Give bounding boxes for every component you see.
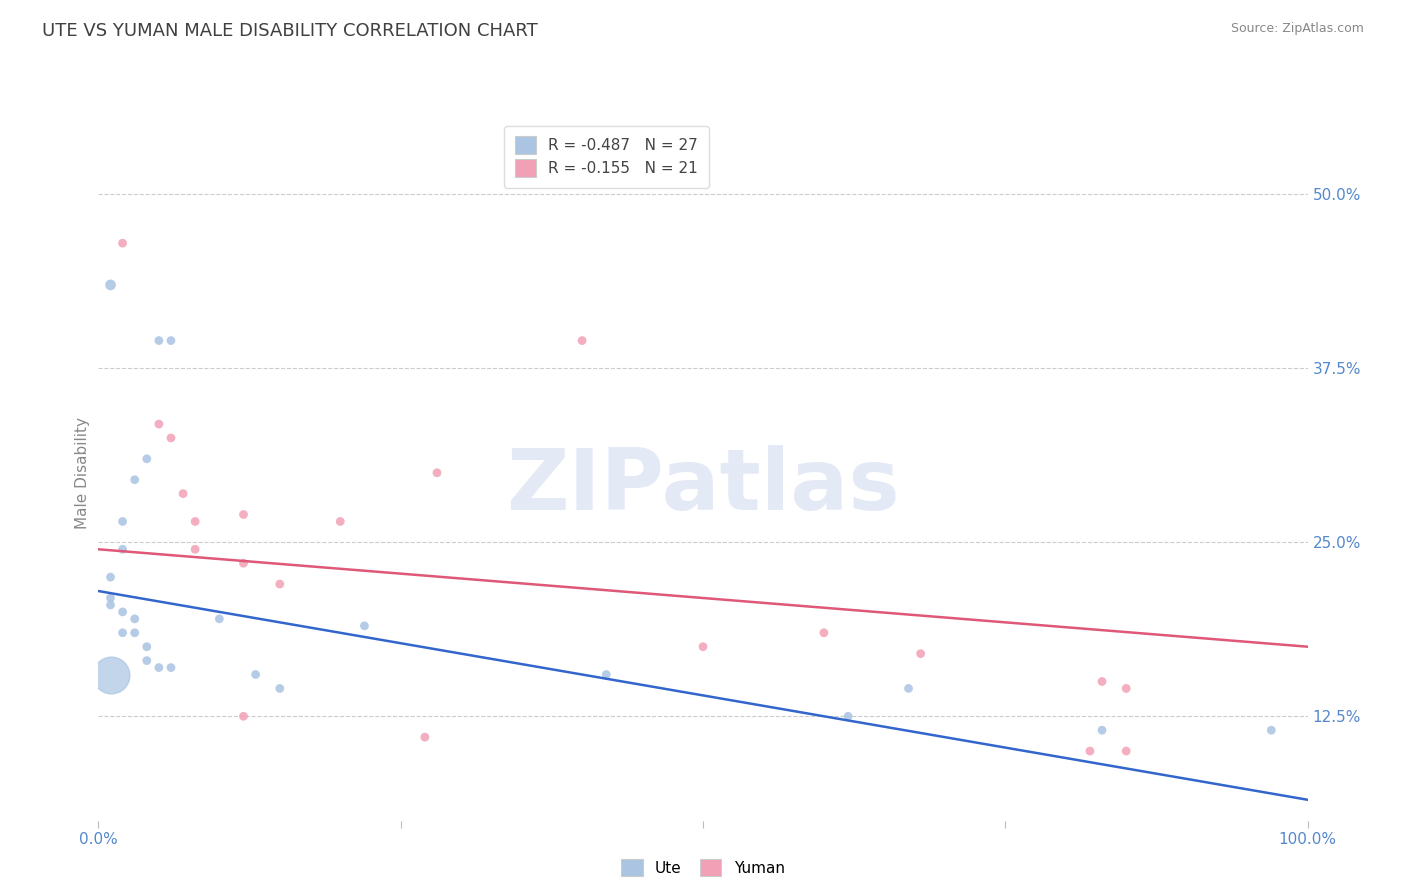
Point (135, 640, 157, 654)
Point (100, 598, 122, 612)
Point (1260, 723, 1282, 738)
Point (1091, 674, 1114, 689)
Point (571, 334, 593, 348)
Point (897, 681, 920, 696)
Point (124, 612, 146, 626)
Point (111, 236, 134, 251)
Point (208, 612, 231, 626)
Point (232, 556, 254, 570)
Point (595, 667, 617, 681)
Point (160, 431, 183, 445)
Point (232, 508, 254, 522)
Point (111, 605, 134, 619)
Point (160, 660, 183, 674)
Point (692, 640, 714, 654)
Point (413, 730, 436, 744)
Point (269, 681, 291, 696)
Text: UTE VS YUMAN MALE DISABILITY CORRELATION CHART: UTE VS YUMAN MALE DISABILITY CORRELATION… (42, 22, 538, 40)
Point (184, 542, 207, 557)
Y-axis label: Male Disability: Male Disability (75, 417, 90, 529)
Point (148, 417, 170, 431)
Point (329, 515, 352, 529)
Point (100, 667, 122, 681)
Point (148, 660, 170, 674)
Point (426, 466, 449, 480)
Point (111, 515, 134, 529)
Point (837, 709, 859, 723)
Point (269, 577, 291, 591)
Point (245, 667, 267, 681)
Point (232, 709, 254, 723)
Point (111, 542, 134, 557)
Point (124, 625, 146, 640)
Point (100, 570, 122, 584)
Point (111, 625, 134, 640)
Point (160, 334, 183, 348)
Point (135, 451, 157, 466)
Point (353, 619, 375, 633)
Point (1115, 681, 1137, 696)
Point (100, 591, 122, 605)
Point (1078, 744, 1101, 758)
Point (172, 486, 194, 500)
Point (148, 334, 170, 348)
Point (1115, 744, 1137, 758)
Point (1091, 723, 1114, 738)
Point (910, 647, 932, 661)
Point (813, 625, 835, 640)
Text: ZIPatlas: ZIPatlas (506, 445, 900, 528)
Text: Source: ZipAtlas.com: Source: ZipAtlas.com (1230, 22, 1364, 36)
Point (124, 473, 146, 487)
Point (184, 515, 207, 529)
Legend: Ute, Yuman: Ute, Yuman (616, 853, 790, 882)
Point (100, 277, 122, 292)
Point (135, 654, 157, 668)
